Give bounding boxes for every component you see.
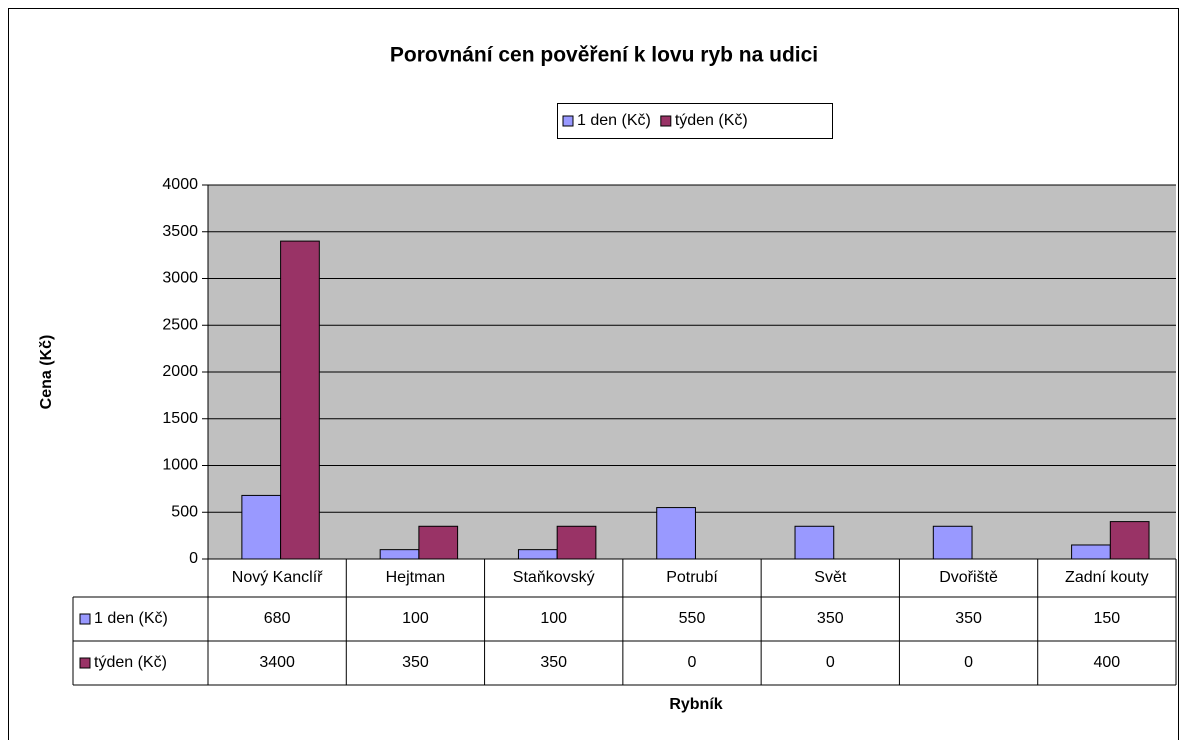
bar	[418, 525, 459, 560]
table-cell: 350	[402, 654, 429, 671]
bar	[1109, 521, 1150, 560]
x-axis-label: Rybník	[669, 696, 722, 713]
table-cell: 350	[817, 610, 844, 627]
x-tick-label: Hejtman	[386, 569, 446, 586]
y-tick-label: 1500	[162, 410, 198, 427]
y-tick-label: 4000	[162, 176, 198, 193]
table-cell: 550	[679, 610, 706, 627]
bar	[656, 507, 696, 560]
x-tick-label: Potrubí	[666, 569, 718, 586]
y-tick-label: 500	[171, 503, 198, 520]
bar	[280, 240, 320, 560]
chart-title: Porovnání cen pověření k lovu ryb na udi…	[390, 44, 818, 67]
y-tick-label: 1000	[162, 457, 198, 474]
legend-key	[660, 115, 672, 127]
x-tick-label: Svět	[814, 569, 847, 586]
table-cell: 680	[264, 610, 291, 627]
table-cell: 3400	[259, 654, 295, 671]
table-cell: 400	[1094, 654, 1121, 671]
table-legend-key	[79, 657, 91, 669]
table-cell: 0	[964, 654, 973, 671]
y-tick-label: 0	[189, 550, 198, 567]
bar	[379, 549, 420, 560]
table-cell: 100	[402, 610, 429, 627]
bar	[794, 525, 835, 560]
bar	[1071, 544, 1111, 560]
table-cell: 150	[1094, 610, 1121, 627]
table-cell: 350	[540, 654, 567, 671]
y-tick-label: 3000	[162, 270, 198, 287]
y-tick-label: 3500	[162, 223, 198, 240]
x-tick-label: Zadní kouty	[1065, 569, 1149, 586]
bar	[517, 549, 558, 560]
table-row-label: 1 den (Kč)	[94, 610, 168, 627]
legend-label: 1 den (Kč)	[577, 112, 651, 129]
x-tick-label: Dvořiště	[939, 569, 998, 586]
table-cell: 0	[688, 654, 697, 671]
legend-box	[557, 103, 833, 139]
table-row-label: týden (Kč)	[94, 654, 167, 671]
bar	[556, 525, 597, 560]
table-cell: 0	[826, 654, 835, 671]
table-legend-key	[79, 613, 91, 625]
table-cell: 350	[955, 610, 982, 627]
y-tick-label: 2000	[162, 363, 198, 380]
table-cell: 100	[540, 610, 567, 627]
y-axis-label: Cena (Kč)	[38, 335, 55, 410]
bar	[932, 525, 973, 560]
y-tick-label: 2500	[162, 316, 198, 333]
x-tick-label: Nový Kanclíř	[232, 569, 323, 586]
bar	[241, 494, 282, 560]
legend-label: týden (Kč)	[675, 112, 748, 129]
legend-key	[562, 115, 574, 127]
x-tick-label: Staňkovský	[513, 569, 595, 586]
